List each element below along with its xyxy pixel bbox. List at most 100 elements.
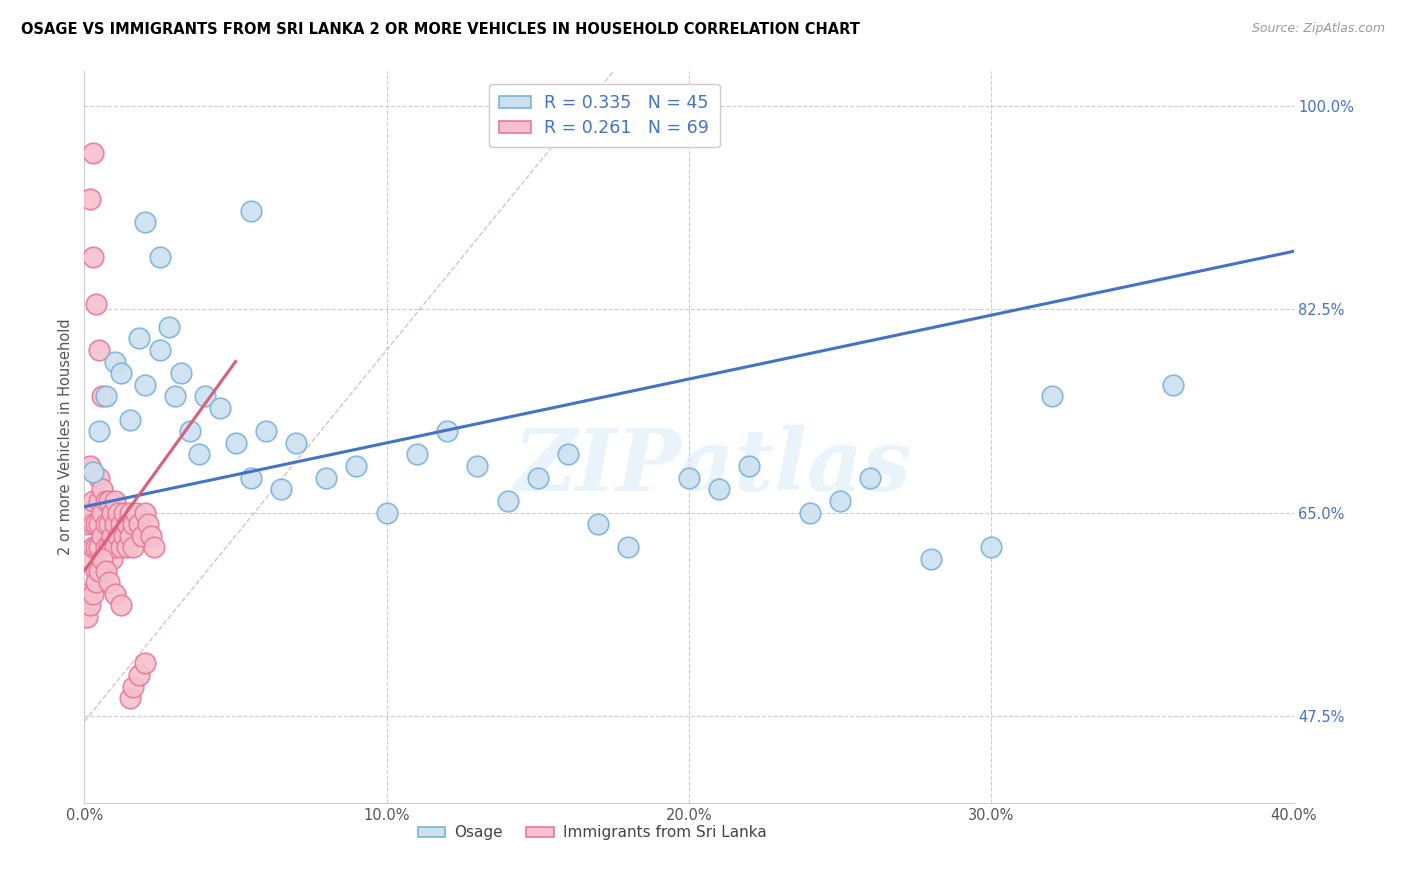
Point [104,587,127,601]
Point [225,436,247,450]
Point [86,575,108,590]
Point [91,552,114,566]
Point [738,459,761,474]
Text: OSAGE VS IMMIGRANTS FROM SRI LANKA 2 OR MORE VEHICLES IN HOUSEHOLD CORRELATION C: OSAGE VS IMMIGRANTS FROM SRI LANKA 2 OR … [21,22,860,37]
Point [112,506,135,520]
Point [139,529,162,543]
Point [79,192,101,206]
Point [128,331,150,345]
Point [89,424,111,438]
Point [97,575,120,590]
Point [678,471,700,485]
Point [97,494,120,508]
Point [89,541,111,555]
Point [82,541,104,555]
Point [121,517,143,532]
Point [86,541,108,555]
Point [830,494,852,508]
Point [134,657,156,671]
Point [104,541,127,555]
Y-axis label: 2 or more Vehicles in Household: 2 or more Vehicles in Household [58,318,73,556]
Legend: Osage, Immigrants from Sri Lanka: Osage, Immigrants from Sri Lanka [412,819,773,847]
Point [149,343,172,357]
Point [375,506,398,520]
Point [82,587,104,601]
Point [496,494,519,508]
Point [125,506,148,520]
Point [285,436,308,450]
Point [94,494,117,508]
Point [89,564,111,578]
Point [188,448,211,462]
Point [134,215,156,229]
Point [110,517,132,532]
Point [91,483,114,497]
Point [346,459,368,474]
Point [100,506,122,520]
Point [82,145,104,160]
Point [617,541,640,555]
Point [86,296,108,310]
Point [79,599,101,613]
Point [115,541,138,555]
Point [406,448,429,462]
Point [97,517,120,532]
Point [118,529,141,543]
Point [100,529,122,543]
Text: ZIPatlas: ZIPatlas [515,425,912,508]
Point [239,471,262,485]
Point [467,459,489,474]
Point [115,517,138,532]
Point [89,471,111,485]
Point [179,424,201,438]
Point [91,506,114,520]
Point [134,377,156,392]
Point [557,448,579,462]
Point [254,424,277,438]
Point [82,465,104,479]
Point [588,517,610,532]
Point [86,517,108,532]
Point [239,203,262,218]
Point [209,401,232,415]
Point [118,691,141,706]
Point [142,541,165,555]
Point [149,250,172,264]
Point [436,424,458,438]
Point [82,517,104,532]
Point [920,552,942,566]
Point [128,668,150,682]
Point [980,541,1002,555]
Point [1040,389,1063,403]
Point [94,564,117,578]
Point [91,389,114,403]
Point [94,517,117,532]
Text: Source: ZipAtlas.com: Source: ZipAtlas.com [1251,22,1385,36]
Point [76,517,98,532]
Point [118,412,141,426]
Point [79,459,101,474]
Point [118,506,141,520]
Point [82,494,104,508]
Point [270,483,292,497]
Point [104,494,127,508]
Point [136,517,159,532]
Point [134,506,156,520]
Point [1161,377,1184,392]
Point [709,483,731,497]
Point [91,529,114,543]
Point [170,366,193,380]
Point [165,389,187,403]
Point [94,541,117,555]
Point [89,494,111,508]
Point [110,599,132,613]
Point [194,389,217,403]
Point [121,541,143,555]
Point [157,319,180,334]
Point [76,587,98,601]
Point [107,506,129,520]
Point [110,541,132,555]
Point [131,529,153,543]
Point [859,471,882,485]
Point [82,250,104,264]
